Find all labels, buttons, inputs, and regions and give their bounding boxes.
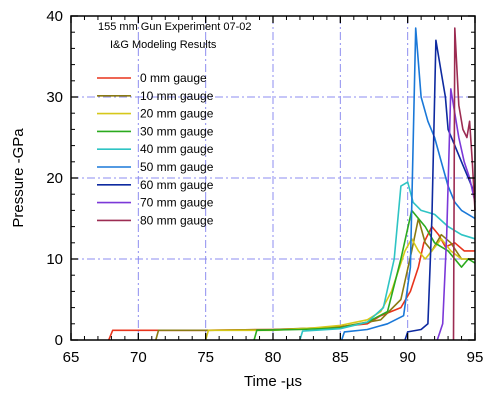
x-tick-label: 95 (467, 349, 483, 366)
y-tick-label: 40 (46, 8, 63, 25)
y-tick-label: 30 (46, 89, 63, 106)
legend: 0 mm gauge 10 mm gauge 20 mm gauge 30 mm ga… (97, 71, 214, 227)
series-line-80-mm-gauge (452, 27, 476, 341)
legend-label: 60 mm gauge (140, 178, 214, 192)
x-tick-label: 75 (197, 349, 214, 366)
axis-ticks: 65 70 75 80 85 90 95 0 10 20 30 40 (46, 8, 483, 366)
legend-label: 10 mm gauge (140, 89, 214, 103)
series-line-60-mm-gauge (404, 39, 476, 341)
series-line-70-mm-gauge (436, 88, 476, 341)
x-tick-label: 70 (130, 349, 147, 366)
legend-label: 50 mm gauge (140, 160, 214, 174)
legend-label: 80 mm gauge (140, 213, 214, 227)
x-tick-label: 85 (332, 349, 349, 366)
series-line-50-mm-gauge (340, 27, 476, 341)
x-tick-label: 65 (63, 349, 80, 366)
y-axis-title: Pressure -GPa (10, 128, 27, 228)
series-line-40-mm-gauge (299, 181, 476, 341)
x-axis-title: Time -µs (244, 373, 302, 390)
legend-label: 40 mm gauge (140, 142, 214, 156)
legend-label: 20 mm gauge (140, 107, 214, 121)
data-series (107, 27, 476, 341)
legend-label: 30 mm gauge (140, 124, 214, 138)
chart-subtitle: I&G Modeling Results (110, 39, 217, 51)
x-tick-label: 90 (399, 349, 416, 366)
series-line-20-mm-gauge (204, 238, 475, 341)
x-tick-label: 80 (265, 349, 282, 366)
y-tick-label: 0 (55, 332, 63, 349)
legend-label: 70 mm gauge (140, 196, 214, 210)
grid-lines (71, 16, 475, 340)
legend-label: 0 mm gauge (140, 71, 207, 85)
y-tick-label: 10 (46, 251, 63, 268)
y-tick-label: 20 (46, 170, 63, 187)
chart-title: 155 mm Gun Experiment 07-02 (98, 21, 251, 33)
